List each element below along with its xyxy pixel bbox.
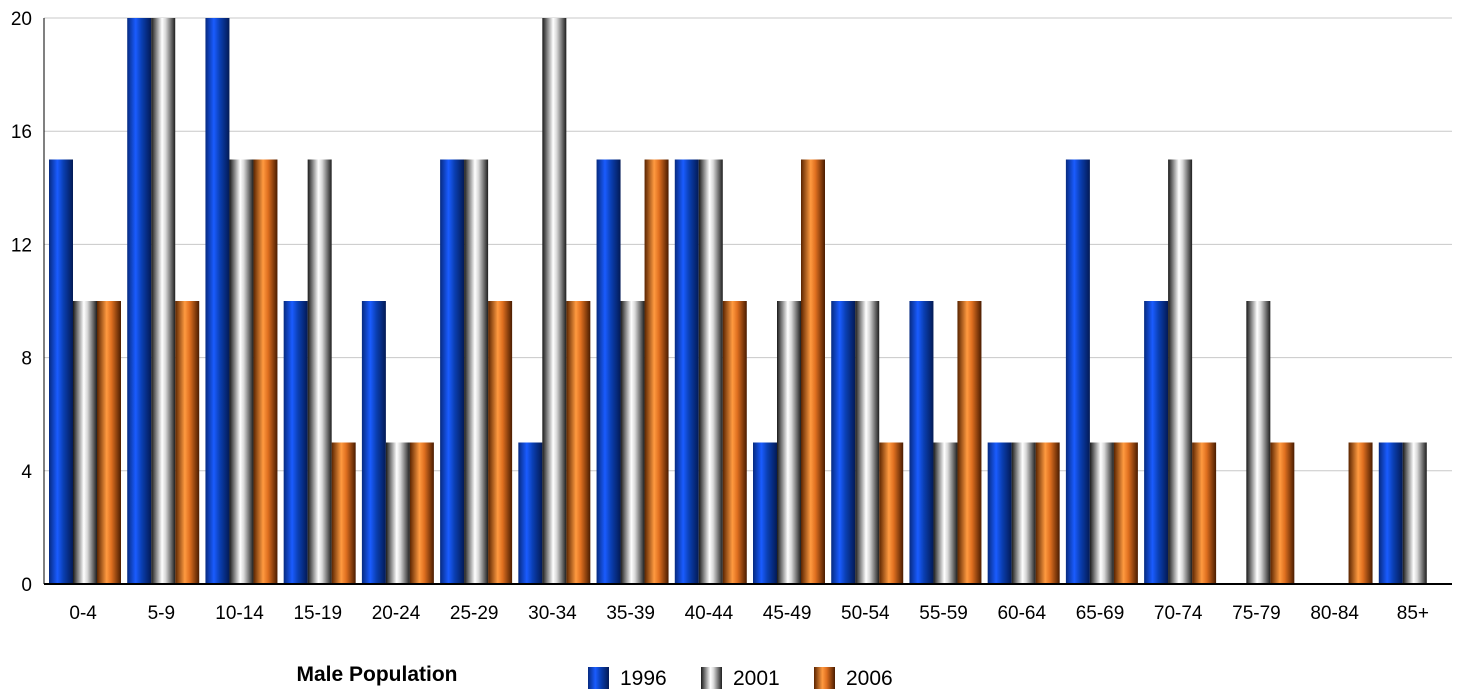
x-tick-label: 35-39 bbox=[606, 603, 655, 624]
bar-2001-10-14 bbox=[229, 159, 254, 584]
bar-2001-45-49 bbox=[777, 301, 801, 584]
bar-1996-15-19 bbox=[283, 301, 308, 584]
legend: 1996 2001 2006 bbox=[588, 667, 893, 690]
bar-2001-75-79 bbox=[1246, 301, 1271, 584]
bar-2001-25-29 bbox=[464, 159, 489, 584]
bar-2006-5-9 bbox=[175, 301, 200, 584]
bar-2006-15-19 bbox=[331, 442, 356, 584]
bar-2006-75-79 bbox=[1270, 442, 1295, 584]
bar-2006-45-49 bbox=[801, 159, 825, 584]
x-tick-label: 55-59 bbox=[919, 603, 968, 624]
x-axis: 0-4 5-9 10-14 15-19 20-24 25-29 30-34 35-39 40-4… bbox=[69, 603, 1429, 624]
x-tick-label: 0-4 bbox=[69, 603, 97, 624]
y-tick-label: 8 bbox=[21, 349, 32, 370]
x-tick-label: 45-49 bbox=[763, 603, 812, 624]
bar-2001-70-74 bbox=[1168, 159, 1193, 584]
y-tick-label: 4 bbox=[21, 462, 32, 483]
bar-1996-40-44 bbox=[674, 159, 699, 584]
bar-1996-5-9 bbox=[127, 18, 152, 584]
bar-1996-0-4 bbox=[49, 159, 73, 584]
bar-1996-10-14 bbox=[205, 18, 230, 584]
y-axis: 0 4 8 12 16 20 bbox=[11, 9, 33, 596]
bar-2001-50-54 bbox=[855, 301, 880, 584]
bar-2001-0-4 bbox=[73, 301, 97, 584]
bar-2001-85+ bbox=[1402, 442, 1427, 584]
bar-1996-55-59 bbox=[909, 301, 934, 584]
legend-label: 2006 bbox=[846, 667, 893, 690]
y-tick-label: 20 bbox=[11, 9, 32, 30]
bar-2001-65-69 bbox=[1089, 442, 1114, 584]
bar-1996-35-39 bbox=[596, 159, 621, 584]
bar-2001-35-39 bbox=[620, 301, 645, 584]
x-tick-label: 25-29 bbox=[450, 603, 499, 624]
bar-2006-25-29 bbox=[488, 301, 513, 584]
bar-1996-50-54 bbox=[831, 301, 856, 584]
bar-1996-65-69 bbox=[1065, 159, 1090, 584]
bar-2006-55-59 bbox=[957, 301, 982, 584]
gridlines bbox=[44, 17, 1452, 472]
bar-1996-45-49 bbox=[753, 442, 777, 584]
bar-1996-30-34 bbox=[518, 442, 543, 584]
legend-label: 1996 bbox=[620, 667, 667, 690]
x-tick-label: 75-79 bbox=[1232, 603, 1281, 624]
chart-title: Male Population bbox=[296, 663, 457, 686]
bar-2006-50-54 bbox=[879, 442, 904, 584]
bar-2006-60-64 bbox=[1035, 442, 1060, 584]
legend-swatch-2001 bbox=[701, 667, 722, 689]
bar-2006-80-84 bbox=[1348, 442, 1373, 584]
bar-2006-40-44 bbox=[722, 301, 747, 584]
bar-2006-70-74 bbox=[1192, 442, 1217, 584]
bar-1996-20-24 bbox=[361, 301, 386, 584]
x-tick-label: 85+ bbox=[1397, 603, 1429, 624]
x-tick-label: 40-44 bbox=[685, 603, 734, 624]
legend-swatch-2006 bbox=[814, 667, 835, 689]
bar-1996-85+ bbox=[1378, 442, 1403, 584]
bar-2006-30-34 bbox=[566, 301, 591, 584]
bar-1996-25-29 bbox=[440, 159, 465, 584]
legend-swatch-1996 bbox=[588, 667, 609, 689]
bar-2006-0-4 bbox=[97, 301, 121, 584]
bar-2001-15-19 bbox=[307, 159, 332, 584]
bar-2006-20-24 bbox=[409, 442, 434, 584]
bar-2001-55-59 bbox=[933, 442, 958, 584]
bar-1996-60-64 bbox=[987, 442, 1012, 584]
x-tick-label: 70-74 bbox=[1154, 603, 1203, 624]
bar-1996-70-74 bbox=[1144, 301, 1169, 584]
x-tick-label: 20-24 bbox=[372, 603, 421, 624]
bar-2001-40-44 bbox=[698, 159, 723, 584]
x-tick-label: 10-14 bbox=[215, 603, 264, 624]
x-tick-label: 5-9 bbox=[148, 603, 175, 624]
x-tick-label: 30-34 bbox=[528, 603, 577, 624]
x-tick-label: 60-64 bbox=[997, 603, 1046, 624]
bar-2006-10-14 bbox=[253, 159, 278, 584]
y-tick-label: 16 bbox=[11, 122, 32, 143]
bar-2006-35-39 bbox=[644, 159, 669, 584]
y-tick-label: 12 bbox=[11, 235, 32, 256]
bar-2006-65-69 bbox=[1113, 442, 1138, 584]
y-tick-label: 0 bbox=[21, 575, 32, 596]
legend-label: 2001 bbox=[733, 667, 780, 690]
bar-2001-20-24 bbox=[385, 442, 410, 584]
bars bbox=[49, 18, 1427, 584]
bar-2001-5-9 bbox=[151, 18, 176, 584]
x-tick-label: 65-69 bbox=[1076, 603, 1125, 624]
axes bbox=[43, 18, 1452, 585]
bar-2001-60-64 bbox=[1011, 442, 1036, 584]
x-tick-label: 15-19 bbox=[293, 603, 342, 624]
x-tick-label: 80-84 bbox=[1310, 603, 1359, 624]
x-tick-label: 50-54 bbox=[841, 603, 890, 624]
bar-2001-30-34 bbox=[542, 18, 567, 584]
